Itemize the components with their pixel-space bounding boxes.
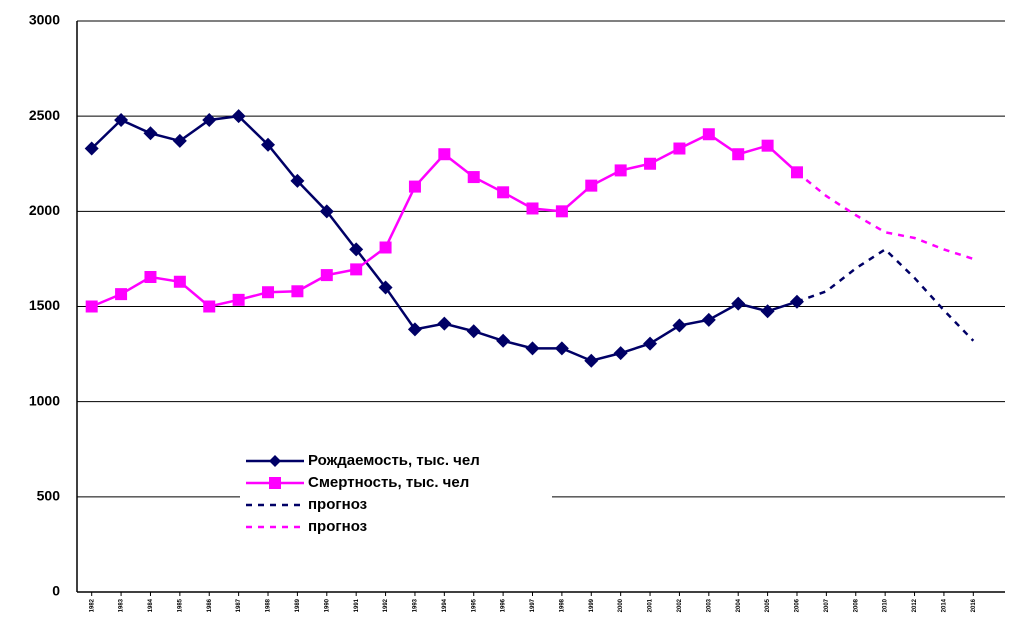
- x-tick-label: 1984: [148, 598, 154, 612]
- x-tick-label: 2008: [853, 598, 859, 612]
- x-tick-label: 1982: [89, 598, 95, 612]
- marker: [202, 112, 217, 127]
- marker: [613, 346, 628, 361]
- x-tick-label: 1993: [413, 598, 419, 612]
- marker: [85, 300, 98, 313]
- x-tick-label: 1986: [207, 598, 213, 612]
- marker: [172, 133, 187, 148]
- marker: [673, 142, 686, 155]
- marker: [203, 300, 216, 313]
- x-tick-label: 2005: [765, 598, 771, 612]
- y-tick-label: 1000: [29, 392, 60, 408]
- marker: [761, 139, 774, 152]
- x-tick-label: 2007: [824, 598, 830, 612]
- y-tick-label: 0: [52, 583, 60, 599]
- marker: [379, 241, 392, 254]
- marker: [232, 293, 245, 306]
- legend-label: прогноз: [308, 518, 367, 535]
- marker: [262, 286, 275, 299]
- x-tick-label: 2004: [736, 598, 742, 612]
- legend-label: Смертность, тыс. чел: [308, 474, 469, 491]
- x-tick-label: 1997: [530, 598, 536, 612]
- x-tick-label: 1994: [442, 598, 448, 612]
- marker: [173, 275, 186, 288]
- y-tick-label: 3000: [29, 12, 60, 28]
- legend-marker: [269, 477, 281, 489]
- marker: [643, 336, 658, 351]
- marker: [231, 109, 246, 124]
- marker: [319, 204, 334, 219]
- marker: [378, 280, 393, 295]
- marker: [731, 296, 746, 311]
- series-line: [796, 247, 975, 342]
- marker: [584, 353, 599, 368]
- x-tick-label: 1983: [119, 598, 125, 612]
- marker: [526, 202, 539, 215]
- x-tick-label: 2000: [618, 598, 624, 612]
- marker: [349, 242, 364, 257]
- x-tick-label: 1989: [295, 598, 301, 612]
- marker: [555, 205, 568, 218]
- x-tick-label: 1988: [266, 598, 272, 612]
- marker: [84, 141, 99, 156]
- marker: [525, 341, 540, 356]
- marker: [585, 179, 598, 192]
- marker: [644, 157, 657, 170]
- marker: [114, 112, 129, 127]
- legend-label: прогноз: [308, 496, 367, 513]
- marker: [350, 263, 363, 276]
- x-tick-label: 2012: [912, 598, 918, 612]
- marker: [702, 128, 715, 141]
- series-line: [796, 171, 974, 261]
- legend-marker: [269, 455, 281, 467]
- marker: [497, 186, 510, 199]
- x-tick-label: 2014: [941, 598, 947, 612]
- y-tick-label: 2000: [29, 202, 60, 218]
- x-tick-label: 1985: [177, 598, 183, 612]
- x-tick-label: 1995: [471, 598, 477, 612]
- marker: [614, 164, 627, 177]
- marker: [291, 285, 304, 298]
- marker: [438, 148, 451, 161]
- marker: [554, 341, 569, 356]
- marker: [760, 304, 775, 319]
- x-tick-label: 1992: [383, 598, 389, 612]
- x-tick-label: 2003: [706, 598, 712, 612]
- x-tick-label: 2006: [795, 598, 801, 612]
- marker: [701, 312, 716, 327]
- x-tick-label: 2001: [648, 598, 654, 612]
- marker: [320, 269, 333, 282]
- marker: [407, 322, 422, 337]
- x-tick-label: 1999: [589, 598, 595, 612]
- x-tick-label: 1987: [236, 598, 242, 612]
- x-tick-label: 2002: [677, 598, 683, 612]
- x-tick-label: 1998: [559, 598, 565, 612]
- x-tick-label: 1991: [354, 598, 360, 612]
- marker: [143, 126, 158, 141]
- y-tick-label: 2500: [29, 107, 60, 123]
- x-tick-label: 2010: [883, 598, 889, 612]
- x-tick-label: 1990: [324, 598, 330, 612]
- marker: [437, 316, 452, 331]
- marker: [467, 171, 480, 184]
- marker: [261, 137, 276, 152]
- x-tick-label: 1996: [501, 598, 507, 612]
- marker: [496, 333, 511, 348]
- y-tick-label: 500: [37, 488, 61, 504]
- marker: [408, 180, 421, 193]
- marker: [732, 148, 745, 161]
- x-tick-label: 2016: [971, 598, 977, 612]
- marker: [115, 288, 128, 301]
- marker: [290, 173, 305, 188]
- y-tick-label: 1500: [29, 297, 60, 313]
- marker: [672, 318, 687, 333]
- marker: [466, 324, 481, 339]
- marker: [144, 270, 157, 283]
- legend-label: Рождаемость, тыс. чел: [308, 452, 480, 469]
